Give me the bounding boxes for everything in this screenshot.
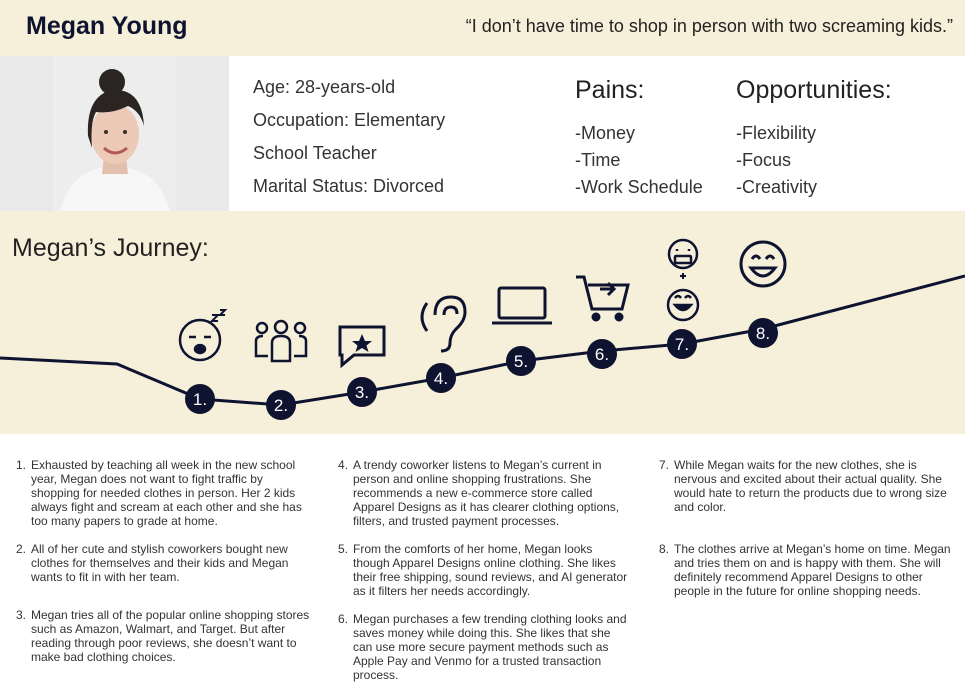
opportunities-list: -Flexibility -Focus -Creativity: [736, 120, 817, 201]
marital-status-text: Marital Status: Divorced: [253, 176, 445, 196]
opportunities-title: Opportunities:: [736, 76, 892, 104]
journey-step-4: 4.: [426, 363, 456, 393]
journey-note: 2. All of her cute and stylish coworkers …: [14, 542, 314, 584]
step-number: 2.: [274, 396, 288, 415]
journey-note: 5. From the comforts of her home, Megan l…: [336, 542, 632, 598]
step-marker: [266, 390, 296, 420]
persona-name: Megan Young: [26, 12, 188, 40]
happy-face-icon: [739, 240, 787, 288]
note-number: 2.: [15, 542, 26, 556]
step-number: 7.: [675, 335, 689, 354]
journey-note: 3. Megan tries all of the popular online …: [14, 608, 314, 664]
occupation-text: Occupation: Elementary: [253, 110, 446, 130]
pains-list: -Money -Time -Work Schedule: [575, 120, 703, 201]
pain-item: -Time: [575, 150, 621, 170]
pain-item: -Money: [575, 123, 636, 143]
journey-line: [0, 274, 965, 407]
note-number: 1.: [15, 458, 26, 472]
profile-info: Age: 28-years-old Occupation: Elementary…: [253, 74, 445, 206]
note-number: 3.: [15, 608, 26, 622]
step-marker: [347, 377, 377, 407]
journey-step-2: 2.: [266, 390, 296, 420]
note-text: All of her cute and stylish coworkers bo…: [31, 542, 289, 584]
star-review-icon: [338, 325, 386, 369]
step-number: 6.: [595, 345, 609, 364]
note-text: Megan purchases a few trending clothing …: [353, 612, 627, 682]
step-marker: [748, 318, 778, 348]
note-text: While Megan waits for the new clothes, s…: [674, 458, 947, 514]
note-text: Megan tries all of the popular online sh…: [31, 608, 310, 664]
journey-step-6: 6.: [587, 339, 617, 369]
note-text: Exhausted by teaching all week in the ne…: [31, 458, 302, 528]
note-number: 7.: [658, 458, 669, 472]
journey-step-8: 8.: [748, 318, 778, 348]
journey-note: 7. While Megan waits for the new clothes,…: [657, 458, 959, 514]
note-number: 8.: [658, 542, 669, 556]
note-number: 4.: [337, 458, 348, 472]
journey-note: 4. A trendy coworker listens to Megan’s c…: [336, 458, 632, 528]
pains-title: Pains:: [575, 76, 645, 104]
notes-column-3: 7. While Megan waits for the new clothes,…: [657, 458, 959, 612]
persona-photo: [0, 56, 229, 211]
sleepy-face-icon: [178, 309, 228, 362]
group-people-icon: [254, 319, 308, 363]
step-marker: [587, 339, 617, 369]
step-marker: [426, 363, 456, 393]
journey-note: 1. Exhausted by teaching all week in the …: [14, 458, 314, 528]
add-to-cart-icon: [576, 275, 630, 322]
journey-note: 8. The clothes arrive at Megan’s home on …: [657, 542, 959, 598]
step-marker: [185, 384, 215, 414]
note-number: 5.: [337, 542, 348, 556]
note-number: 6.: [337, 612, 348, 626]
opportunity-item: -Focus: [736, 150, 792, 170]
step-number: 4.: [434, 369, 448, 388]
journey-step-7: 7.: [667, 329, 697, 359]
opportunity-item: -Creativity: [736, 177, 818, 197]
journey-band: [0, 211, 965, 434]
note-text: The clothes arrive at Megan’s home on ti…: [674, 542, 951, 598]
step-number: 5.: [514, 352, 528, 371]
occupation-text-cont: School Teacher: [253, 143, 377, 163]
age-text: Age: 28-years-old: [253, 77, 396, 97]
step-marker: [506, 346, 536, 376]
journey-note: 6. Megan purchases a few trending clothin…: [336, 612, 632, 682]
note-text: A trendy coworker listens to Megan’s cur…: [353, 458, 620, 528]
journey-title: Megan’s Journey:: [12, 234, 209, 262]
journey-map: 1. 2. 3. 4. 5. 6. 7. 8.: [0, 238, 965, 420]
ear-listen-icon: [420, 295, 467, 353]
journey-step-3: 3.: [347, 377, 377, 407]
grimace-plus-smile-icon: [666, 238, 700, 322]
step-number: 3.: [355, 383, 369, 402]
notes-column-1: 1. Exhausted by teaching all week in the …: [14, 458, 314, 678]
step-number: 1.: [193, 390, 207, 409]
persona-quote: “I don’t have time to shop in person wit…: [465, 16, 953, 36]
journey-step-5: 5.: [506, 346, 536, 376]
note-text: From the comforts of her home, Megan loo…: [353, 542, 628, 598]
journey-step-1: 1.: [185, 384, 215, 414]
opportunity-item: -Flexibility: [736, 123, 817, 143]
header-band: [0, 0, 965, 56]
step-number: 8.: [756, 324, 770, 343]
step-marker: [667, 329, 697, 359]
laptop-icon: [492, 286, 552, 325]
pain-item: -Work Schedule: [575, 177, 703, 197]
notes-column-2: 4. A trendy coworker listens to Megan’s c…: [336, 458, 632, 696]
